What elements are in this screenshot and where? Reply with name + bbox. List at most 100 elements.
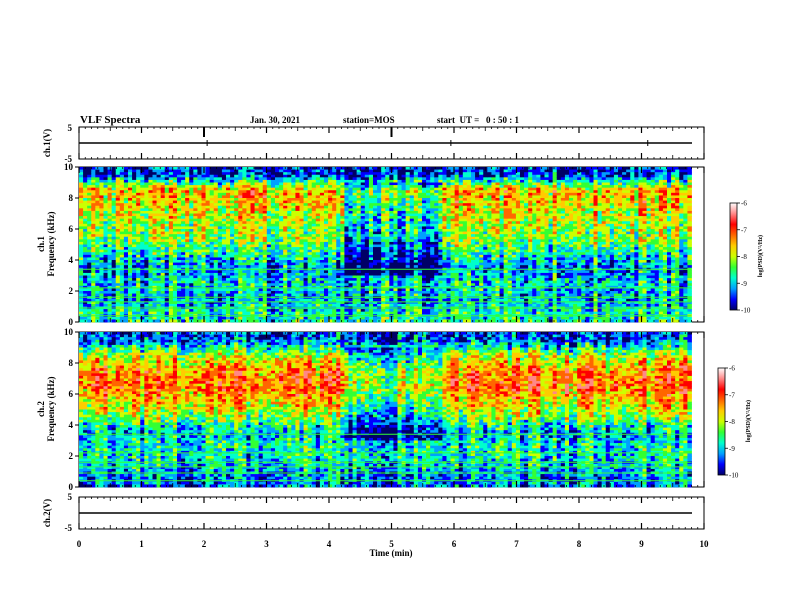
spectrogram-cell [250, 254, 255, 258]
spectrogram-cell [377, 216, 382, 220]
spectrogram-cell [324, 234, 329, 238]
spectrogram-cell [270, 187, 276, 191]
spectrogram-cell [189, 254, 194, 258]
spectrogram-cell [356, 236, 362, 240]
spectrogram-cell [397, 169, 402, 173]
spectrogram-cell [177, 252, 182, 256]
spectrogram-cell [185, 254, 190, 258]
spectrogram-cell [144, 179, 149, 183]
spectrogram-cell [397, 229, 402, 232]
spectrogram-cell [270, 190, 276, 194]
spectrogram-cell [148, 190, 153, 194]
spectrogram-cell [103, 229, 108, 232]
spectrogram-cell [352, 234, 358, 238]
spectrogram-cell [226, 167, 231, 170]
spectrogram-cell [291, 190, 296, 194]
spectrogram-cell [115, 288, 121, 292]
spectrogram-cell [181, 174, 186, 178]
spectrogram-cell [152, 278, 157, 282]
spectrogram-cell [295, 221, 300, 225]
spectrogram-cell [230, 177, 235, 181]
spectrogram-cell [107, 172, 113, 176]
spectrogram-cell [230, 288, 235, 292]
spectrogram-cell [356, 205, 362, 209]
spectrogram-cell [291, 283, 296, 287]
spectrogram-cell [119, 231, 125, 235]
spectrogram-cell [148, 231, 153, 235]
spectrogram-cell [373, 203, 378, 207]
spectrogram-cell [226, 254, 231, 258]
spectrogram-cell [91, 203, 96, 207]
spectrogram-cell [213, 309, 219, 313]
spectrogram-cell [217, 185, 223, 189]
spectrogram-cell [111, 254, 117, 258]
spectrogram-cell [197, 262, 202, 266]
spectrogram-cell [103, 249, 108, 253]
spectrogram-cell [397, 190, 402, 194]
spectrogram-cell [87, 311, 92, 315]
spectrogram-cell [217, 283, 223, 287]
spectrogram-cell [307, 288, 313, 292]
spectrogram-cell [401, 244, 407, 248]
spectrogram-cell [132, 270, 137, 274]
spectrogram-cell [352, 200, 358, 204]
spectrogram-cell [266, 200, 272, 204]
spectrogram-cell [279, 272, 284, 276]
spectrogram-cell [295, 190, 300, 194]
spectrogram-cell [397, 174, 402, 178]
spectrogram-cell [119, 316, 125, 320]
spectrogram-cell [364, 285, 370, 289]
spectrogram-cell [119, 239, 125, 243]
spectrogram-cell [389, 177, 394, 181]
spectrogram-cell [87, 185, 92, 189]
spectrogram-cell [328, 252, 333, 256]
spectrogram-cell [132, 316, 137, 320]
spectrogram-cell [360, 174, 366, 178]
spectrogram-cell [205, 272, 211, 276]
spectrogram-cell [352, 319, 358, 323]
spectrogram-cell [79, 285, 84, 289]
spectrogram-cell [279, 236, 284, 240]
spectrogram-cell [291, 247, 296, 251]
spectrogram-cell [128, 301, 133, 305]
spectrogram-cell [205, 210, 211, 214]
spectrogram-cell [217, 293, 223, 297]
spectrogram-cell [209, 247, 215, 251]
spectrogram-cell [250, 239, 255, 243]
spectrogram-cell [279, 285, 284, 289]
spectrogram-cell [393, 218, 398, 222]
spectrogram-cell [107, 272, 113, 276]
spectrogram-cell [266, 205, 272, 209]
spectrogram-cell [364, 210, 370, 214]
spectrogram-cell [238, 249, 243, 253]
spectrogram-cell [148, 319, 153, 323]
spectrogram-cell [87, 283, 92, 287]
spectrogram-cell [291, 257, 296, 261]
spectrogram-cell [254, 252, 260, 256]
spectrogram-cell [246, 298, 251, 302]
spectrogram-cell [217, 182, 223, 186]
spectrogram-cell [262, 236, 268, 240]
spectrogram-cell [209, 182, 215, 186]
spectrogram-cell [230, 239, 235, 243]
spectrogram-cell [83, 285, 88, 289]
spectrogram-cell [373, 185, 378, 189]
spectrogram-cell [275, 270, 280, 274]
spectrogram-cell [389, 187, 394, 191]
spectrogram-cell [111, 182, 117, 186]
spectrogram-cell [381, 195, 386, 199]
spectrogram-cell [136, 247, 141, 251]
spectrogram-cell [221, 247, 227, 251]
spectrogram-cell [299, 198, 304, 201]
spectrogram-cell [111, 262, 117, 266]
spectrogram-cell [311, 205, 317, 209]
spectrogram-cell [258, 280, 264, 284]
spectrogram-cell [295, 303, 300, 307]
spectrogram-cell [381, 236, 386, 240]
spectrogram-cell [168, 198, 174, 201]
spectrogram-cell [319, 210, 325, 214]
spectrogram-cell [205, 301, 211, 305]
spectrogram-cell [168, 241, 174, 245]
spectrogram-cell [79, 311, 84, 315]
spectrogram-cell [185, 301, 190, 305]
